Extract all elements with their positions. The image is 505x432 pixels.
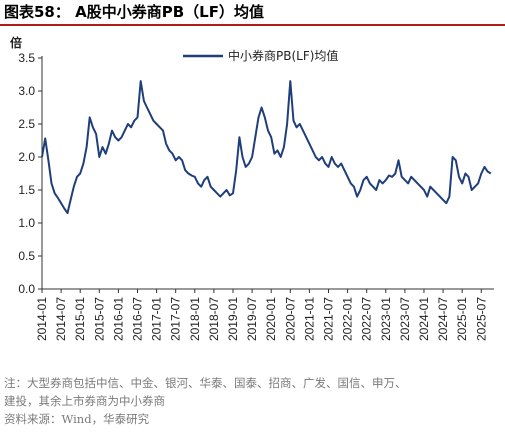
x-tick-label: 2024-01 bbox=[417, 297, 431, 341]
x-tick-label: 2015-07 bbox=[92, 297, 106, 341]
y-tick-label: 3.5 bbox=[18, 51, 35, 65]
series-line bbox=[41, 80, 492, 215]
y-unit-label: 倍 bbox=[10, 35, 22, 50]
x-tick-label: 2014-07 bbox=[54, 297, 68, 341]
y-tick-label: 2.0 bbox=[18, 150, 35, 164]
series-layer bbox=[41, 80, 492, 215]
x-tick-label: 2016-07 bbox=[130, 297, 144, 341]
note-line-2: 建投，其余上市券商为中小券商 bbox=[4, 394, 165, 408]
x-tick-label: 2023-01 bbox=[379, 297, 393, 341]
x-tick-label: 2025-01 bbox=[455, 297, 469, 341]
x-tick-label: 2019-07 bbox=[245, 297, 259, 341]
figure-title: 图表58： A股中小券商PB（LF）均值 bbox=[4, 3, 264, 21]
x-tick-label: 2019-01 bbox=[226, 297, 240, 341]
x-tick-label: 2015-01 bbox=[73, 297, 87, 341]
title-rule bbox=[0, 24, 505, 26]
x-tick-label: 2023-07 bbox=[398, 297, 412, 341]
legend: 中小券商PB(LF)均值 bbox=[183, 48, 338, 63]
figure-notes: 注：大型券商包括中信、中金、银河、华泰、国泰、招商、广发、国信、申万、 建投，其… bbox=[4, 374, 502, 428]
x-tick-label: 2021-07 bbox=[321, 297, 335, 341]
y-tick-label: 2.5 bbox=[18, 117, 35, 131]
x-tick-label: 2017-07 bbox=[169, 297, 183, 341]
pb-line-chart: 倍 0.00.51.01.52.02.53.03.5 2014-01 2014-0… bbox=[10, 35, 494, 341]
legend-label: 中小券商PB(LF)均值 bbox=[228, 48, 338, 63]
x-tick-label: 2022-07 bbox=[360, 297, 374, 341]
x-tick-label: 2018-07 bbox=[207, 297, 221, 341]
y-tick-label: 0.5 bbox=[18, 249, 35, 263]
y-tick-label: 1.0 bbox=[18, 216, 35, 230]
y-tick-label: 1.5 bbox=[18, 183, 35, 197]
x-tick-label: 2020-01 bbox=[264, 297, 278, 341]
x-tick-label: 2022-01 bbox=[341, 297, 355, 341]
x-tick-label: 2024-07 bbox=[436, 297, 450, 341]
x-tick-label: 2014-01 bbox=[35, 297, 49, 341]
figure-title-bar: 图表58： A股中小券商PB（LF）均值 bbox=[0, 0, 505, 26]
x-tick-label: 2020-07 bbox=[283, 297, 297, 341]
y-tick-label: 3.0 bbox=[18, 84, 35, 98]
x-tick-label: 2021-01 bbox=[302, 297, 316, 341]
x-tick-label: 2016-01 bbox=[111, 297, 125, 341]
x-tick-label: 2018-01 bbox=[188, 297, 202, 341]
x-axis: 2014-01 2014-07 2015-01 2015-07 2016-01 2016-… bbox=[35, 288, 494, 341]
x-tick-label: 2017-01 bbox=[150, 297, 164, 341]
x-tick-label: 2025-07 bbox=[474, 297, 488, 341]
source-line: 资料来源：Wind，华泰研究 bbox=[4, 412, 150, 426]
y-tick-label: 0.0 bbox=[18, 282, 35, 296]
y-axis: 0.0 0.5 1.0 1.5 2.0 2.5 3.0 3.5 bbox=[18, 51, 43, 296]
note-line-1: 注：大型券商包括中信、中金、银河、华泰、国泰、招商、广发、国信、申万、 bbox=[4, 376, 407, 390]
